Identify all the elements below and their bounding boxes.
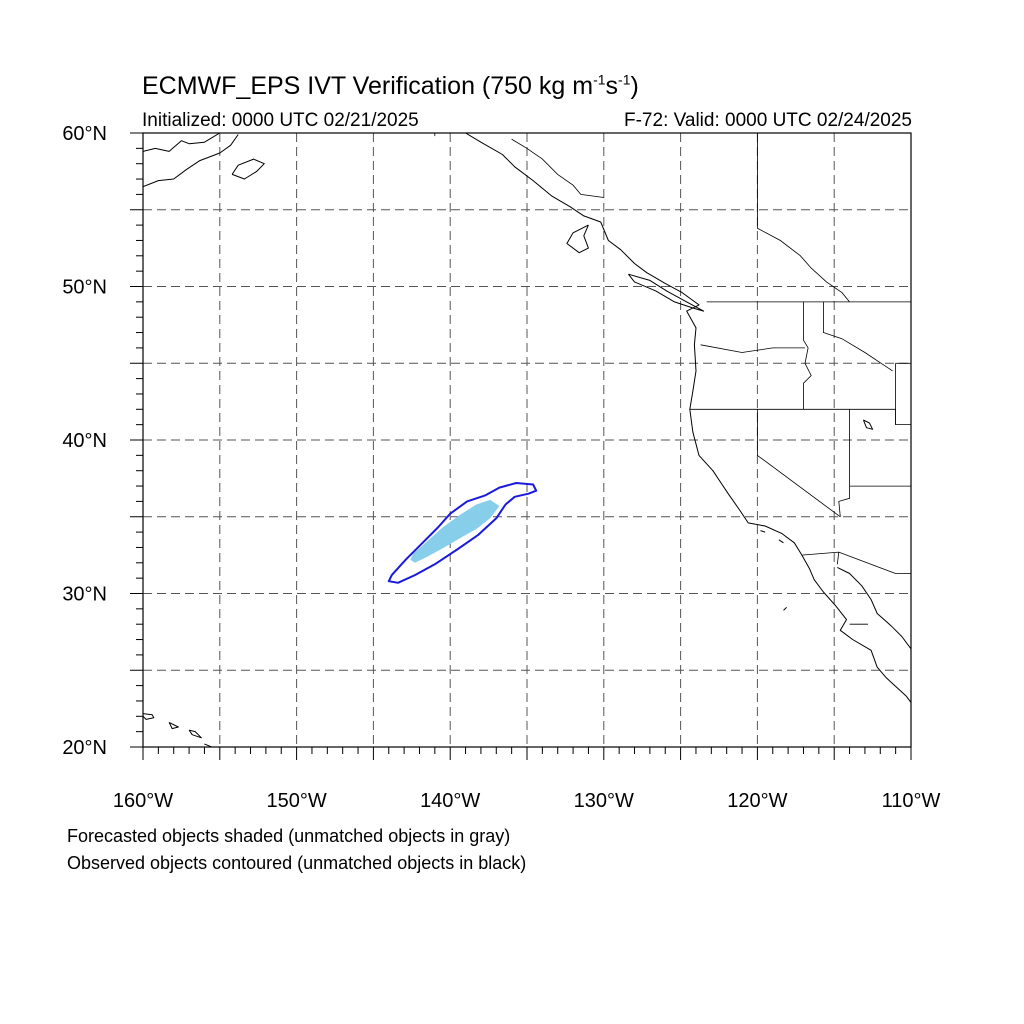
coastline (143, 133, 221, 152)
coastline (143, 134, 239, 188)
ivt-objects (387, 482, 538, 584)
coastline (837, 566, 911, 650)
axis-ticks (130, 132, 912, 760)
political-border (511, 138, 604, 198)
lat-tick-label: 50°N (62, 277, 107, 299)
title-prefix: ECMWF_EPS IVT Verification (750 kg m (142, 72, 594, 100)
forecast-note: Forecasted objects shaded (unmatched obj… (67, 826, 511, 846)
observed-object (387, 482, 538, 584)
coastline (862, 419, 874, 430)
title-suffix: ) (630, 72, 639, 100)
observed-note: Observed objects contoured (unmatched ob… (67, 853, 527, 873)
coastlines-and-borders (143, 133, 911, 747)
coastline (188, 729, 202, 739)
political-border (895, 409, 911, 425)
lat-tick-label: 60°N (62, 123, 107, 145)
coastline (566, 224, 589, 254)
political-border (700, 344, 805, 353)
coastline (760, 530, 766, 533)
political-border (801, 551, 911, 574)
political-border (823, 301, 893, 372)
coastline (231, 158, 265, 180)
title-mid: s (605, 72, 619, 100)
main-title: ECMWF_EPS IVT Verification (750 kg m-1s-… (142, 72, 639, 101)
political-border (757, 409, 841, 518)
political-border (757, 133, 850, 303)
coastline (168, 721, 179, 730)
forecast-object (410, 499, 500, 563)
lon-tick-label: 150°W (266, 790, 326, 812)
political-border (836, 552, 840, 565)
lon-tick-label: 110°W (882, 790, 941, 812)
coastline (778, 539, 784, 544)
political-border (838, 409, 850, 517)
coastline (465, 133, 911, 703)
title-exponent-1: -1 (593, 71, 606, 88)
lon-tick-label: 160°W (113, 790, 173, 812)
coastline (783, 606, 787, 611)
lon-tick-label: 140°W (420, 790, 480, 812)
coastline (628, 273, 705, 312)
lat-tick-label: 30°N (62, 584, 107, 606)
lon-tick-label: 120°W (727, 790, 787, 812)
axis-tick-labels: 160°W 150°W 140°W 130°W 120°W 110°W 20°N 30°N 40… (62, 123, 940, 812)
political-border (803, 301, 812, 410)
graticule (143, 133, 911, 747)
title-exponent-2: -1 (618, 71, 631, 88)
initialized-time: Initialized: 0000 UTC 02/21/2025 (142, 110, 419, 131)
lon-tick-label: 130°W (574, 790, 634, 812)
lat-tick-label: 40°N (62, 430, 107, 452)
coastline (143, 713, 155, 720)
valid-time: F-72: Valid: 0000 UTC 02/24/2025 (624, 110, 912, 131)
coastline (204, 743, 220, 747)
lat-tick-label: 20°N (62, 737, 107, 759)
